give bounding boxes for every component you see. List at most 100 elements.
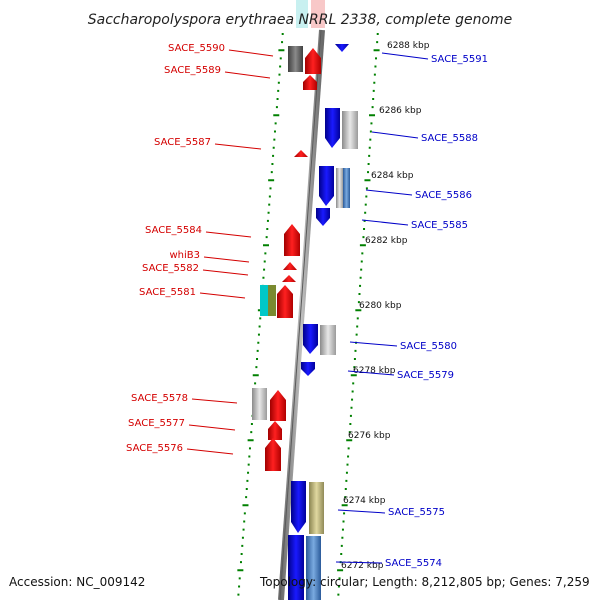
gene-sace-5589[interactable] (305, 48, 321, 74)
label-sace-5574[interactable]: SACE_5574 (385, 558, 442, 569)
right-ring-tick (374, 65, 377, 68)
leader-sace-5576 (186, 448, 234, 455)
left-ring-tick (245, 488, 248, 490)
label-sace-5575[interactable]: SACE_5575 (388, 507, 445, 518)
label-sace-5577[interactable]: SACE_5577 (128, 418, 185, 429)
right-ring-tick (341, 504, 348, 507)
topology-text: Topology: circular; Length: 8,212,805 bp… (259, 575, 590, 589)
gene-sace-5581[interactable] (277, 285, 293, 318)
label-whib3[interactable]: whiB3 (169, 250, 200, 261)
kbp-label-6284: 6284 kbp (371, 171, 414, 181)
right-ring-tick (340, 553, 343, 555)
gene-sace-5582[interactable] (282, 275, 296, 282)
right-ring-tick (375, 57, 378, 60)
right-ring-tick (357, 301, 360, 304)
leader-sace-5585 (361, 219, 409, 226)
left-ring-tick (279, 57, 282, 60)
label-sace-5588[interactable]: SACE_5588 (421, 133, 478, 144)
right-ring-tick (345, 479, 348, 482)
gene-sace-5588-blue[interactable] (325, 108, 340, 148)
label-sace-5580[interactable]: SACE_5580 (400, 341, 457, 352)
gene-sace-5588[interactable] (342, 111, 358, 149)
gene-sace-5591[interactable] (335, 44, 349, 52)
right-ring-tick (337, 593, 340, 596)
kbp-label-6280: 6280 kbp (359, 301, 402, 311)
gene-sace-5578-grey[interactable] (252, 388, 267, 420)
left-ring-tick (254, 382, 257, 385)
gene-sace-5581-cyan[interactable] (260, 285, 268, 316)
left-ring-tick (243, 512, 246, 515)
right-ring-tick (344, 488, 347, 490)
left-ring-tick (240, 553, 243, 555)
right-ring-tick (346, 439, 353, 442)
left-ring-tick (248, 455, 251, 458)
label-sace-5578[interactable]: SACE_5578 (131, 393, 188, 404)
gene-sace-5575-blue[interactable] (291, 481, 306, 533)
right-ring-tick (369, 130, 372, 133)
label-sace-5576[interactable]: SACE_5576 (126, 443, 183, 454)
gene-sace-5589b[interactable] (303, 75, 317, 90)
leader-sace-5589 (224, 71, 271, 79)
leader-sace-5587 (214, 143, 262, 150)
left-ring-tick (238, 585, 241, 588)
right-ring-tick (362, 236, 365, 239)
label-sace-5587[interactable]: SACE_5587 (154, 137, 211, 148)
gene-sace-5581-olive[interactable] (268, 285, 276, 316)
page-title: Saccharopolyspora erythraea NRRL 2338, c… (88, 12, 513, 28)
left-ring-tick (278, 73, 281, 76)
right-ring-tick (353, 366, 356, 369)
gene-sace-5590[interactable] (288, 46, 303, 72)
gene-sace-5586-blue[interactable] (319, 166, 334, 206)
gene-sace-5574-blue[interactable] (288, 535, 304, 600)
right-ring-tick (363, 228, 366, 230)
leader-sace-5578 (191, 398, 238, 404)
right-ring-tick (350, 374, 357, 377)
gene-sace-5579[interactable] (301, 362, 315, 376)
right-ring-tick (356, 325, 359, 328)
right-ring-tick (342, 520, 345, 523)
label-sace-5584[interactable]: SACE_5584 (145, 225, 202, 236)
label-sace-5582[interactable]: SACE_5582 (142, 263, 199, 274)
label-sace-5591[interactable]: SACE_5591 (431, 54, 488, 65)
left-ring-tick (257, 341, 260, 344)
gene-whib3[interactable] (283, 262, 297, 270)
gene-sace-5586[interactable] (343, 168, 350, 208)
left-ring-tick (272, 146, 275, 149)
label-sace-5589[interactable]: SACE_5589 (164, 65, 221, 76)
gene-sace-5585[interactable] (316, 208, 330, 226)
right-ring-tick (373, 49, 380, 52)
right-ring-tick (354, 349, 357, 352)
gene-sace-5575[interactable] (309, 482, 324, 534)
left-ring-tick (256, 358, 259, 360)
backbone-edge (279, 29, 322, 600)
right-ring-tick (376, 41, 379, 44)
gene-sace-5576[interactable] (265, 438, 281, 471)
left-ring-tick (263, 244, 270, 247)
left-ring-tick (269, 187, 272, 190)
left-ring-tick (237, 593, 240, 596)
gene-sace-5587[interactable] (294, 150, 308, 157)
left-ring-tick (264, 252, 267, 255)
left-ring-tick (243, 520, 246, 523)
left-ring-tick (255, 366, 258, 369)
label-sace-5581[interactable]: SACE_5581 (139, 287, 196, 298)
gene-sace-5586-grey[interactable] (336, 168, 343, 208)
gene-sace-5584[interactable] (284, 224, 300, 256)
right-ring-tick (350, 406, 353, 409)
left-ring-tick (265, 236, 268, 239)
right-ring-tick (373, 73, 376, 76)
gene-sace-5580-blue[interactable] (303, 324, 318, 354)
label-sace-5579[interactable]: SACE_5579 (397, 370, 454, 381)
kbp-label-6282: 6282 kbp (365, 236, 408, 246)
right-ring-tick (363, 219, 366, 222)
gene-sace-5578[interactable] (270, 390, 286, 421)
label-sace-5585[interactable]: SACE_5585 (411, 220, 468, 231)
kbp-label-6276: 6276 kbp (348, 431, 391, 441)
gene-sace-5580[interactable] (320, 325, 336, 355)
label-sace-5586[interactable]: SACE_5586 (415, 190, 472, 201)
gene-sace-5577[interactable] (268, 421, 282, 440)
right-ring-tick (376, 33, 379, 35)
gene-sace-5574[interactable] (306, 536, 321, 600)
left-ring-tick (237, 569, 244, 572)
label-sace-5590[interactable]: SACE_5590 (168, 43, 225, 54)
